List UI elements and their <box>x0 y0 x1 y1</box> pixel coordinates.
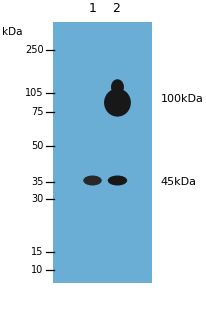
Text: 75: 75 <box>31 107 43 117</box>
Text: 250: 250 <box>25 45 43 55</box>
Ellipse shape <box>110 79 123 95</box>
Text: 10: 10 <box>31 265 43 275</box>
Ellipse shape <box>107 175 126 185</box>
Text: 35: 35 <box>31 177 43 187</box>
Text: 100kDa: 100kDa <box>160 94 203 105</box>
Text: 30: 30 <box>31 194 43 204</box>
Text: 2: 2 <box>112 3 120 15</box>
Ellipse shape <box>83 175 101 185</box>
Text: kDa: kDa <box>2 27 22 37</box>
Text: 105: 105 <box>25 88 43 98</box>
Text: 50: 50 <box>31 141 43 151</box>
Ellipse shape <box>104 88 130 117</box>
FancyBboxPatch shape <box>53 21 151 283</box>
Text: 45kDa: 45kDa <box>160 177 196 187</box>
Text: 15: 15 <box>31 247 43 257</box>
Text: 1: 1 <box>88 3 96 15</box>
